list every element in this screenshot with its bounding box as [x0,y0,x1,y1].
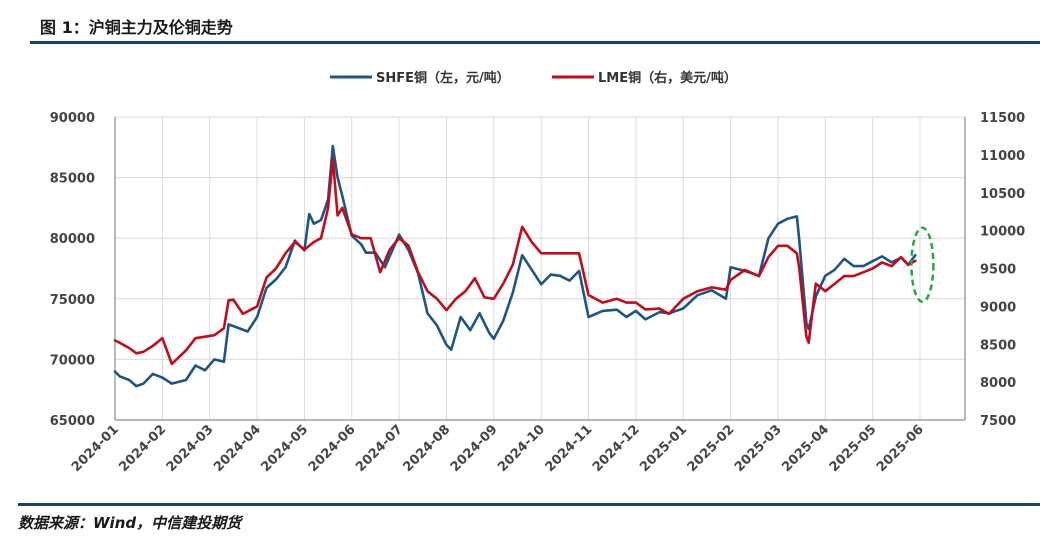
annotation-layer [910,226,935,303]
data-source: 数据来源：Wind，中信建投期货 [18,514,242,532]
axes: 90000 85000 80000 75000 70000 65000 11500 11000… [50,111,1025,475]
y-right-tick-label: 9500 [980,263,1016,278]
x-tick-label: 2025-01 [637,422,690,475]
copper-price-chart: 90000 85000 80000 75000 70000 65000 11500 11000… [50,70,1025,475]
legend: SHFE铜（左，元/吨） LME铜（右，美元/吨） [330,70,737,86]
y-left-tick-label: 65000 [50,414,95,429]
y-left-tick-label: 70000 [50,353,95,368]
shfe-copper-line [113,144,917,388]
x-tick-label: 2024-02 [116,422,169,475]
x-tick-label: 2025-03 [732,422,785,475]
y-left-tick-label: 75000 [50,293,95,308]
y-right-tick-label: 7500 [980,414,1016,429]
legend-label: SHFE铜（左，元/吨） [376,70,510,86]
y-left-tick-label: 80000 [50,232,95,247]
x-tick-label: 2024-10 [495,422,548,475]
lme-copper-line [113,157,917,366]
y-right-tick-label: 8000 [980,376,1016,391]
y-right-tick-label: 8500 [980,338,1016,353]
legend-label: LME铜（右，美元/吨） [598,70,737,86]
x-tick-label: 2024-11 [543,422,596,475]
y-right-tick-label: 11000 [980,149,1025,164]
bottom-rule [18,503,1040,506]
y-right-tick-label: 10000 [980,225,1025,240]
x-tick-label: 2024-05 [258,422,311,475]
y-right-tick-label: 9000 [980,300,1016,315]
series-layer [113,144,917,388]
highlight-ellipse [910,226,935,303]
x-tick-label: 2025-05 [827,422,880,475]
x-tick-label: 2024-01 [69,422,122,475]
x-tick-label: 2025-02 [685,422,738,475]
x-tick-label: 2024-12 [590,422,643,475]
x-tick-label: 2024-03 [164,422,217,475]
x-tick-label: 2024-07 [353,422,406,475]
x-tick-label: 2024-09 [448,422,501,475]
top-rule [30,41,1040,44]
x-tick-label: 2024-08 [401,422,454,475]
x-tick-label: 2024-04 [211,422,264,475]
x-tick-label: 2025-04 [779,422,832,475]
figure-title: 图 1：沪铜主力及伦铜走势 [40,18,233,37]
y-left-tick-label: 85000 [50,172,95,187]
x-tick-label: 2024-06 [306,422,359,475]
x-tick-label: 2025-06 [874,422,927,475]
y-right-tick-label: 10500 [980,187,1025,202]
y-right-tick-label: 11500 [980,111,1025,126]
y-left-tick-label: 90000 [50,111,95,126]
